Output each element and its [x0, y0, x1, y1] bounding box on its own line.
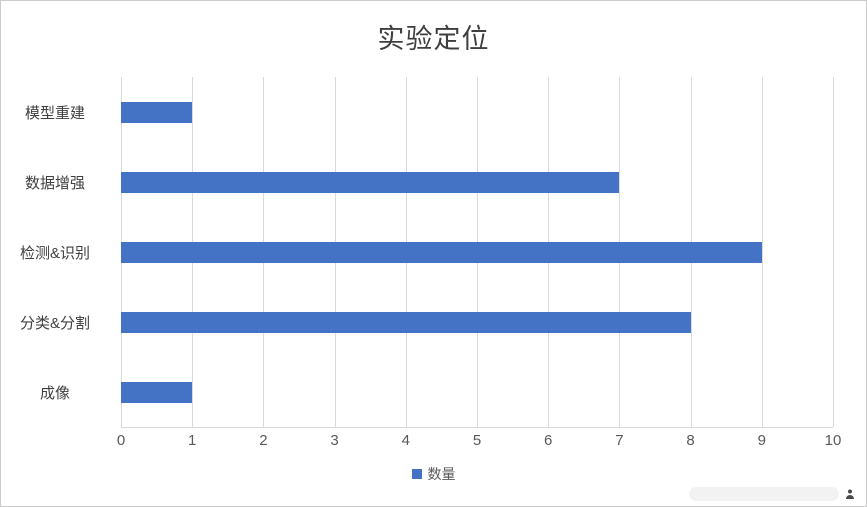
x-tick-label: 3 [330, 432, 339, 449]
y-category-label: 成像 [39, 384, 70, 402]
x-tick-label: 1 [188, 432, 197, 449]
x-tick-label: 5 [472, 432, 482, 449]
y-category-label: 检测&识别 [19, 244, 90, 262]
plot-area [121, 77, 834, 428]
watermark-band [689, 487, 839, 501]
x-tick-label: 7 [615, 432, 624, 449]
y-category-label: 分类&分割 [19, 314, 90, 332]
watermark [689, 487, 856, 501]
y-category-label: 数据增强 [24, 174, 85, 192]
bar [121, 241, 762, 263]
person-icon [844, 488, 856, 500]
gridline [833, 77, 834, 427]
chart-title: 实验定位 [377, 24, 490, 54]
bar [121, 101, 193, 123]
gridline [761, 77, 763, 427]
legend: 数量 [1, 464, 866, 484]
legend-swatch [411, 469, 422, 479]
x-tick-label: 2 [259, 432, 268, 449]
x-tick-label: 8 [686, 432, 695, 449]
y-category-label: 模型重建 [24, 104, 85, 122]
bar [121, 381, 193, 403]
x-tick-label: 10 [824, 432, 842, 449]
x-tick-label: 4 [401, 432, 410, 449]
x-tick-label: 0 [116, 432, 126, 449]
x-tick-label: 6 [544, 432, 553, 449]
legend-label: 数量 [427, 466, 456, 482]
bar [121, 311, 691, 333]
bar [121, 171, 620, 193]
x-tick-label: 9 [757, 432, 766, 449]
